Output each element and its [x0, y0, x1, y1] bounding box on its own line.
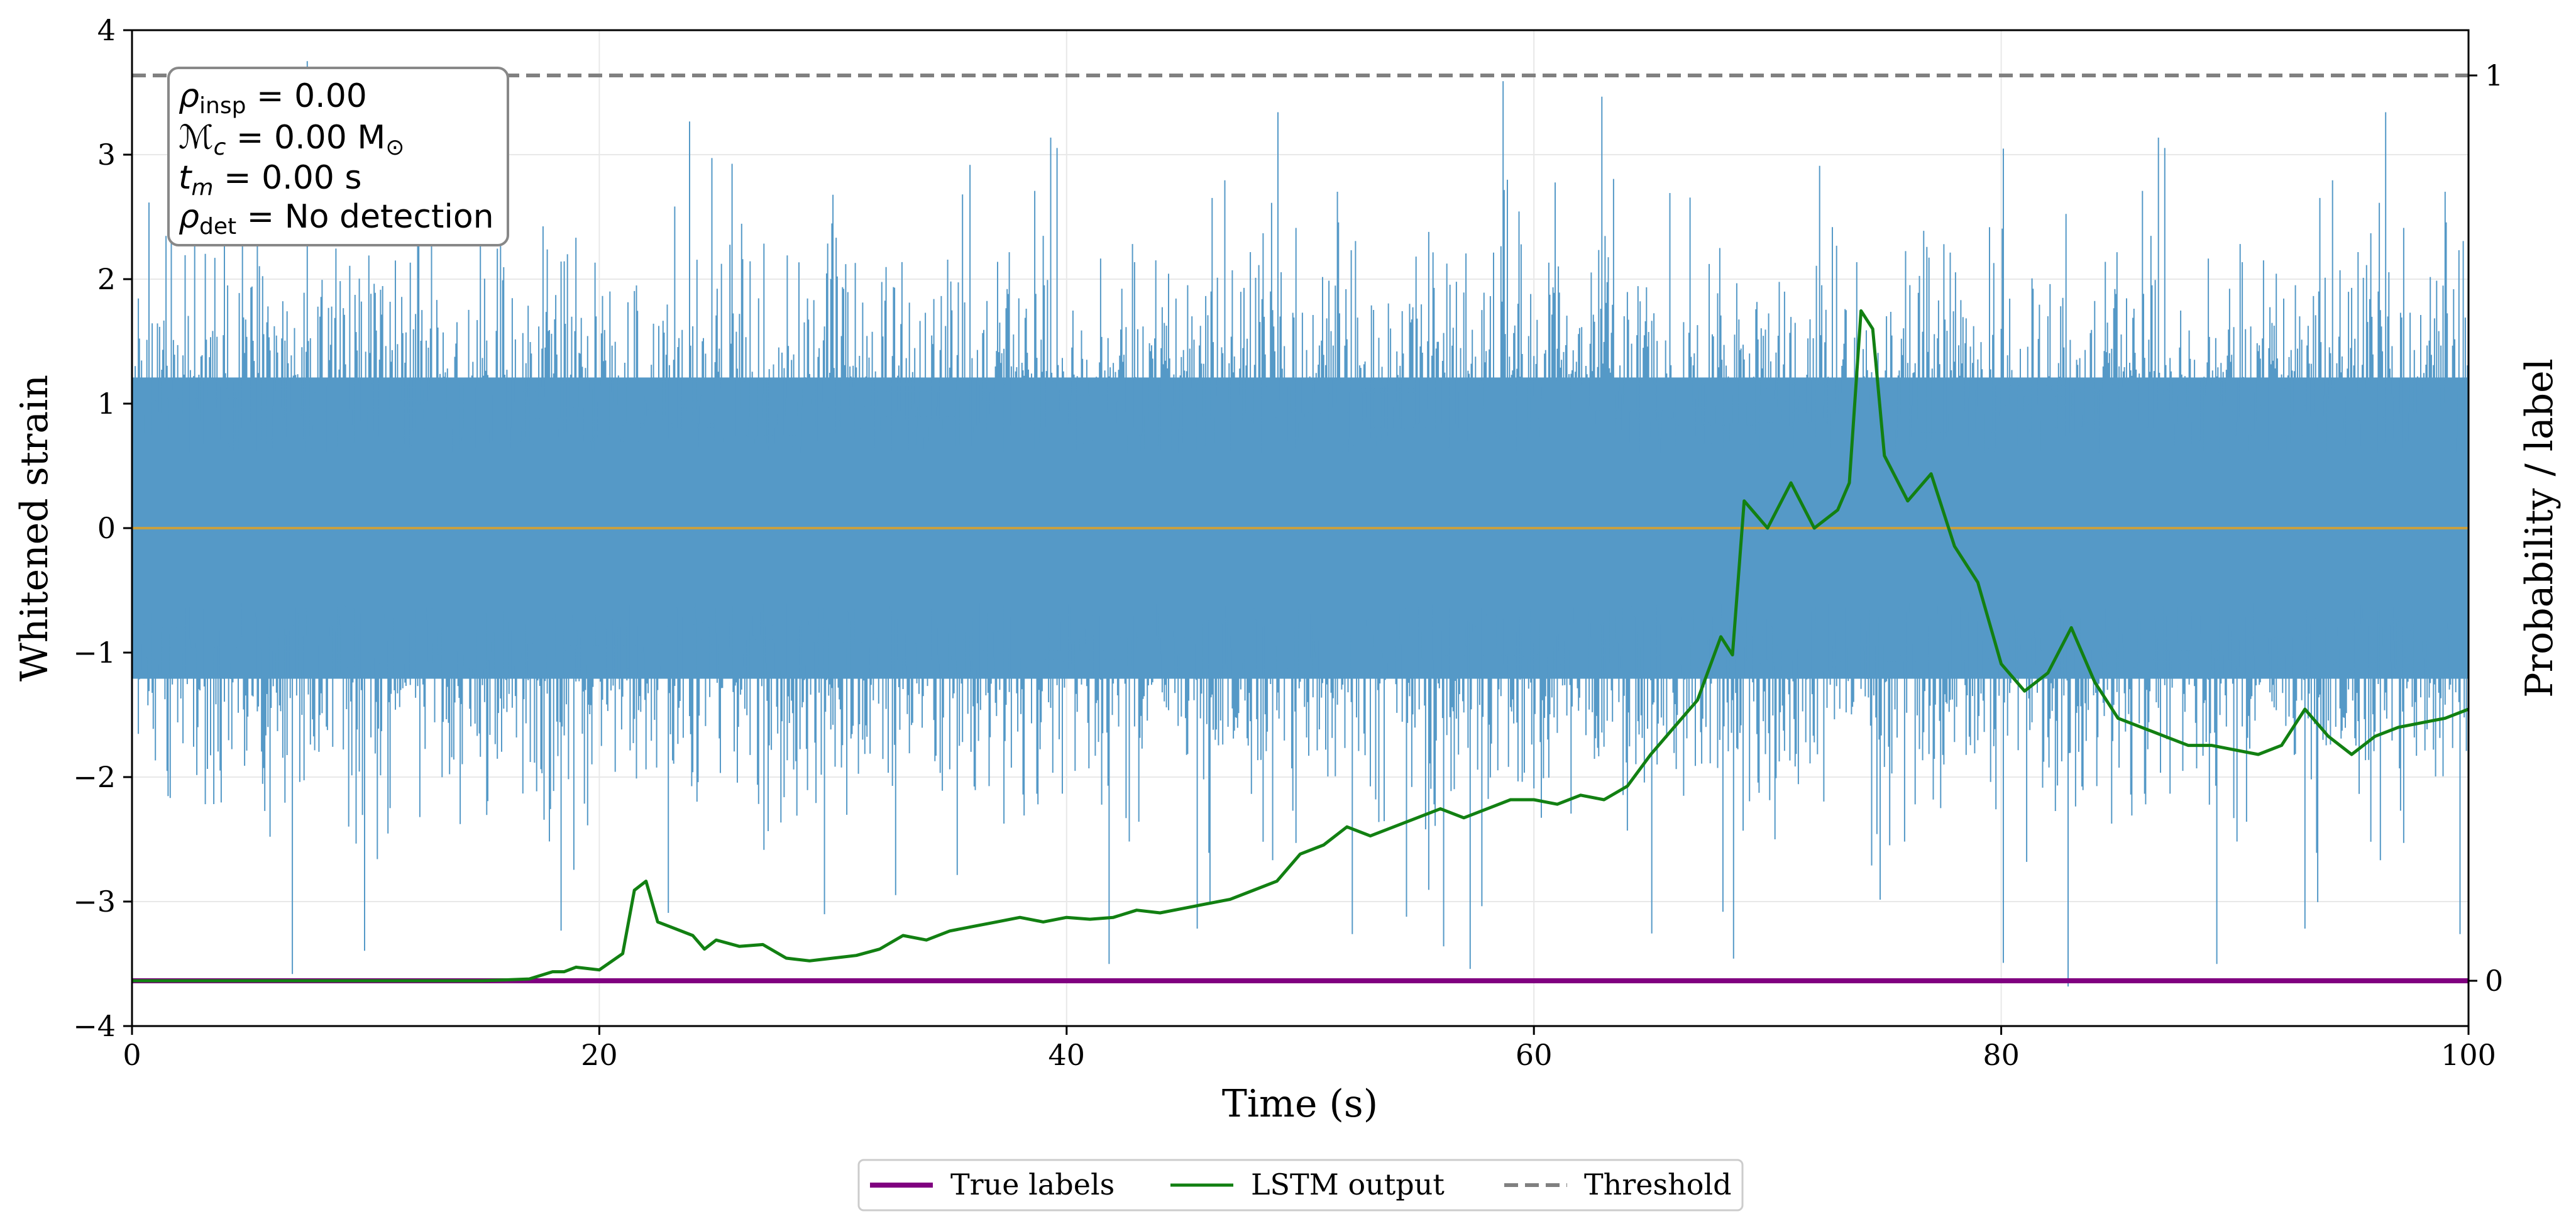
y-tick-left-label: 0: [97, 511, 116, 545]
x-tick-label: 20: [581, 1038, 618, 1072]
info-merger-time: tm = 0.00 s: [179, 159, 362, 201]
y-tick-right-label: 0: [2485, 964, 2503, 998]
y-tick-left-label: 4: [97, 13, 116, 47]
y-tick-left-label: −4: [73, 1009, 116, 1043]
legend: True labels LSTM output Threshold: [857, 1159, 1744, 1212]
x-axis-label: Time (s): [1222, 1082, 1378, 1126]
y-axis-right: 01: [2469, 58, 2503, 998]
y-tick-left-label: −3: [73, 885, 116, 919]
lstm-output-line: [132, 309, 2469, 983]
legend-threshold-label: Threshold: [1584, 1168, 1732, 1201]
y-tick-left-label: 2: [97, 262, 116, 296]
info-chirp-mass: ℳc = 0.00 M⊙: [179, 119, 404, 160]
legend-lstm-label: LSTM output: [1251, 1168, 1445, 1201]
info-box: ρinsp = 0.00 ℳc = 0.00 M⊙ tm = 0.00 s ρd…: [167, 67, 509, 246]
info-rho-insp: ρinsp = 0.00: [179, 77, 367, 119]
x-tick-label: 100: [2441, 1038, 2496, 1072]
y-axis-right-label: Probability / label: [2518, 358, 2562, 698]
x-tick-label: 0: [123, 1038, 141, 1072]
y-tick-left-label: 1: [97, 387, 116, 421]
x-tick-label: 80: [1983, 1038, 2020, 1072]
y-axis-left: −4 −3 −2 −1 0 1 2 3 4: [73, 13, 132, 1043]
y-tick-right-label: 1: [2485, 58, 2503, 92]
y-tick-left-label: −2: [73, 760, 116, 794]
y-tick-left-label: −1: [73, 636, 116, 670]
x-tick-label: 40: [1049, 1038, 1086, 1072]
y-axis-left-label: Whitened strain: [13, 375, 57, 682]
x-axis: 0 20 40 60 80 100: [123, 1026, 2496, 1072]
legend-true-labels-label: True labels: [950, 1168, 1115, 1201]
x-tick-label: 60: [1516, 1038, 1553, 1072]
info-rho-det: ρdet = No detection: [179, 198, 494, 240]
y-tick-left-label: 3: [97, 138, 116, 172]
